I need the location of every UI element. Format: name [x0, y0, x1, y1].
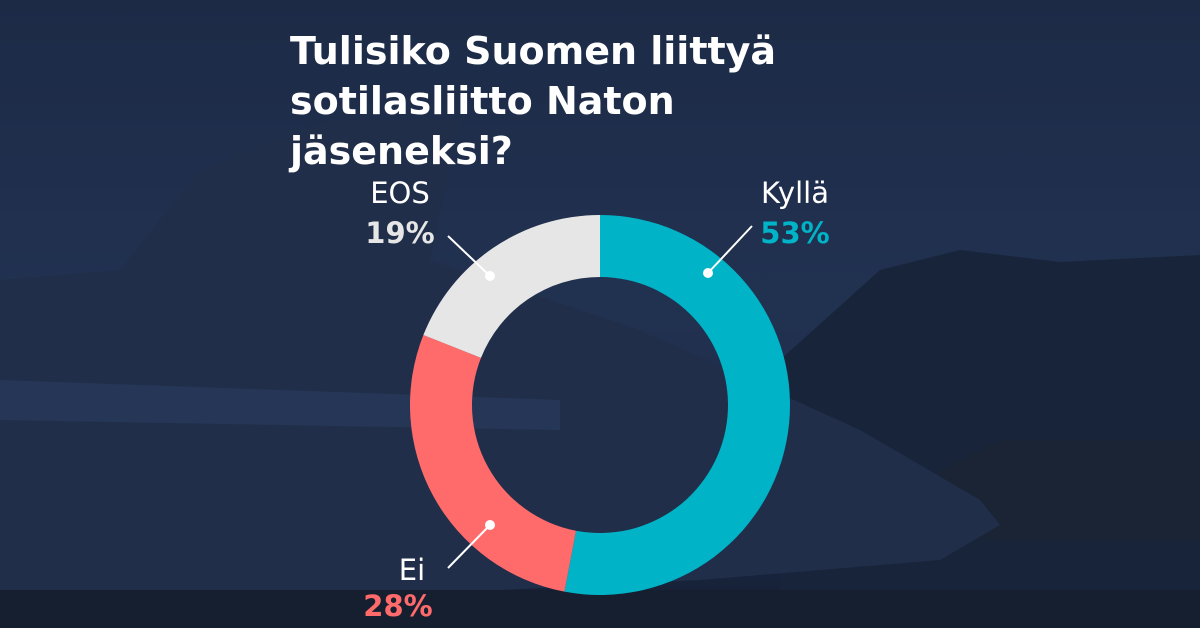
leader-line — [447, 235, 491, 277]
slice — [564, 215, 790, 595]
leader-line — [707, 225, 753, 274]
chart-title: Tulisiko Suomen liittyä sotilasliitto Na… — [290, 29, 777, 173]
value-label: 53% — [760, 216, 829, 250]
value-label: 19% — [365, 216, 434, 250]
building — [940, 440, 1200, 540]
ground — [0, 590, 1200, 628]
leader-line — [447, 524, 491, 569]
leader-dot — [703, 268, 713, 278]
leader-dot — [485, 271, 495, 281]
slice — [423, 215, 600, 358]
legend-label: Ei — [399, 553, 425, 587]
legend-label: Kyllä — [761, 176, 829, 210]
leader-dot — [485, 520, 495, 530]
value-label: 28% — [363, 589, 432, 623]
slice — [410, 335, 577, 592]
legend-label: EOS — [370, 176, 430, 210]
